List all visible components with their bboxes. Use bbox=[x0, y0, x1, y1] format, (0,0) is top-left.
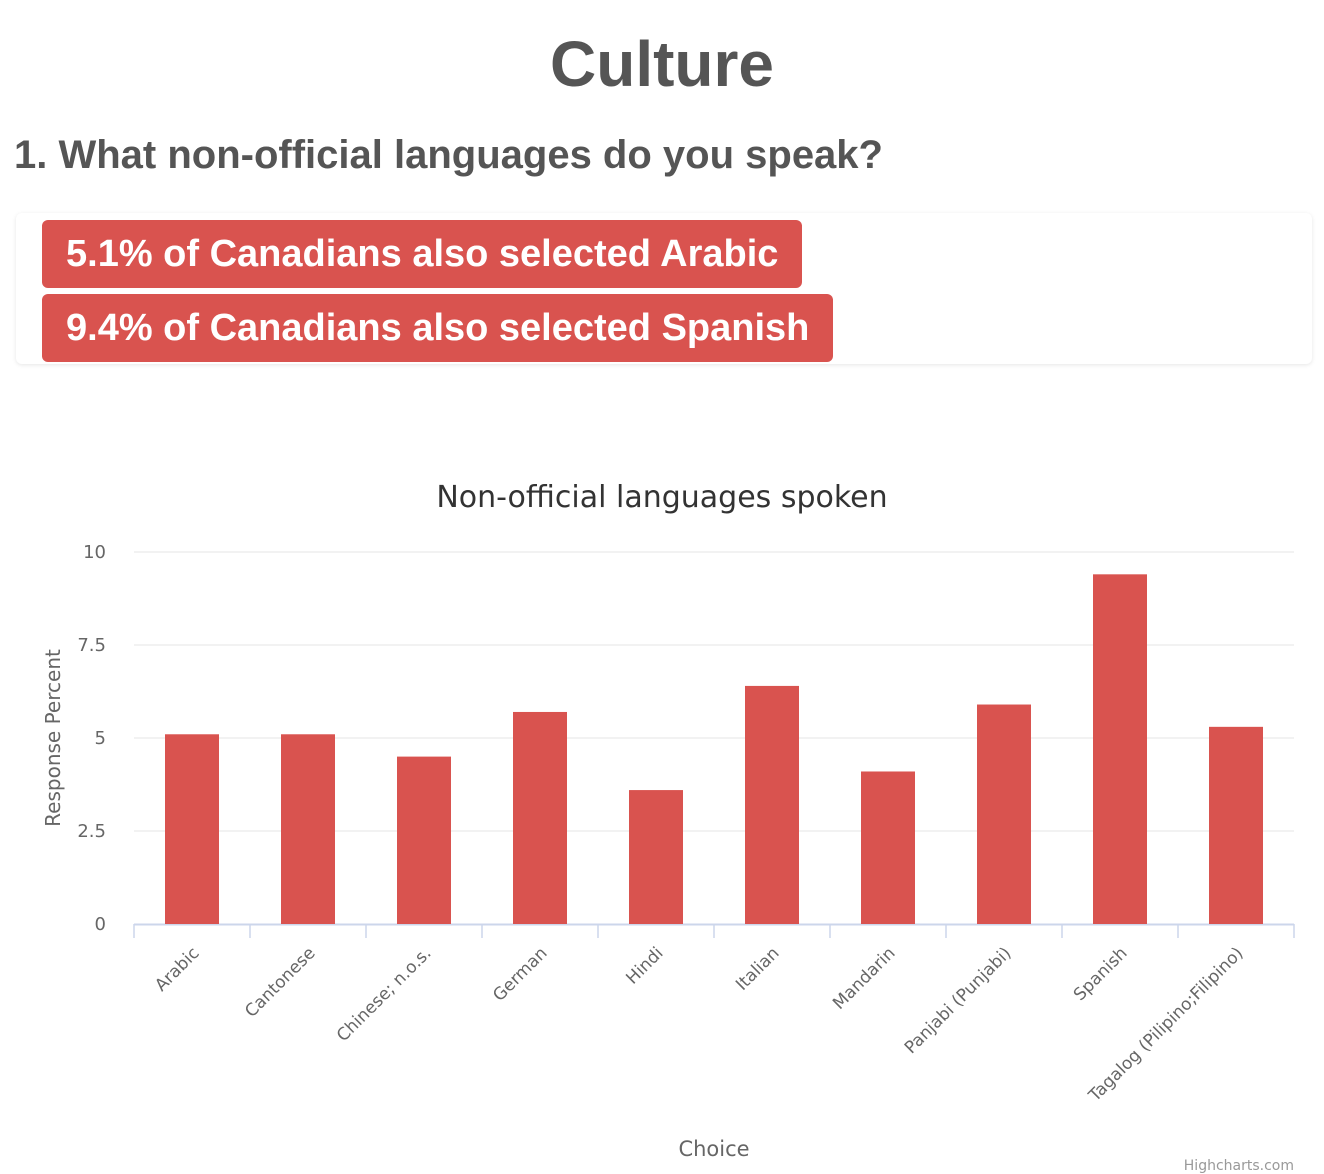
callout-spanish: 9.4% of Canadians also selected Spanish bbox=[42, 294, 834, 362]
bar bbox=[397, 756, 451, 924]
bar bbox=[861, 771, 915, 924]
chart-credit[interactable]: Highcharts.com bbox=[1183, 1158, 1294, 1174]
bar bbox=[977, 704, 1031, 924]
x-category-label: Hindi bbox=[622, 943, 667, 988]
y-tick-label: 2.5 bbox=[77, 821, 106, 842]
y-tick-label: 0 bbox=[95, 914, 106, 935]
x-category-label: German bbox=[489, 943, 551, 1005]
y-axis-title: Response Percent bbox=[41, 649, 65, 827]
question-heading: 1. What non-official languages do you sp… bbox=[14, 133, 883, 177]
bar bbox=[1093, 574, 1147, 924]
x-category-label: Italian bbox=[732, 943, 783, 994]
x-category-label: Cantonese bbox=[241, 943, 319, 1021]
y-tick-label: 7.5 bbox=[77, 635, 106, 656]
bar bbox=[513, 711, 567, 924]
y-tick-label: 5 bbox=[95, 728, 106, 749]
bar-chart-svg: 0 2.5 5 7.5 10 Arabic Cantonese Chinese; n.o.s.… bbox=[41, 542, 1295, 1161]
chart-title: Non-official languages spoken bbox=[436, 480, 888, 515]
bar bbox=[1209, 726, 1263, 924]
bar bbox=[281, 734, 335, 924]
x-category-label: Mandarin bbox=[829, 943, 899, 1013]
page-title: Culture bbox=[550, 28, 774, 100]
bar bbox=[165, 734, 219, 924]
x-axis-title: Choice bbox=[678, 1137, 749, 1161]
x-category-label: Spanish bbox=[1070, 943, 1132, 1005]
x-category-label: Arabic bbox=[151, 943, 203, 995]
x-category-label: Chinese; n.o.s. bbox=[333, 943, 436, 1046]
callout-arabic: 5.1% of Canadians also selected Arabic bbox=[42, 220, 803, 288]
x-category-label: Panjabi (Punjabi) bbox=[901, 943, 1016, 1058]
bar bbox=[745, 685, 799, 924]
bar bbox=[629, 790, 683, 924]
chart: 0 2.5 5 7.5 10 Arabic Cantonese Chinese; n.o.s.… bbox=[0, 460, 1324, 1174]
y-tick-label: 10 bbox=[83, 542, 106, 563]
